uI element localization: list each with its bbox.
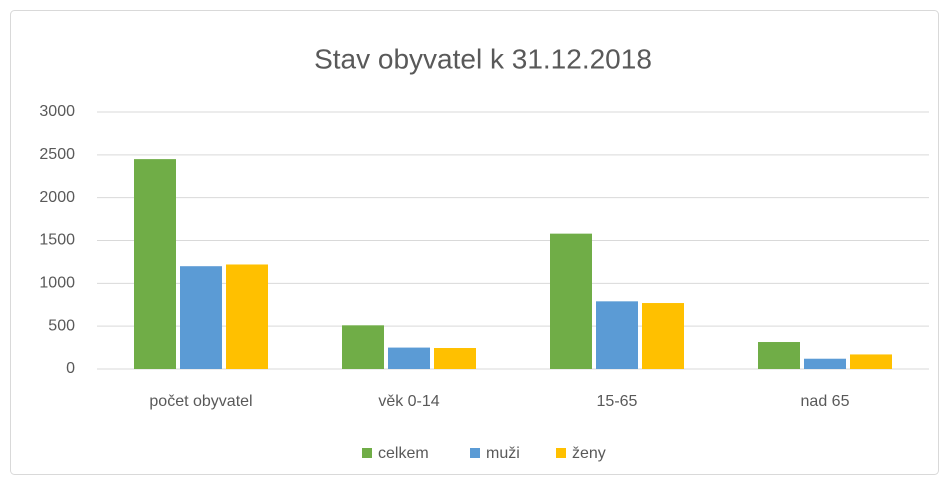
legend-label: muži	[486, 445, 520, 462]
bar	[642, 303, 684, 369]
bar	[434, 348, 476, 369]
y-tick-label: 2500	[39, 146, 75, 163]
chart-title: Stav obyvatel k 31.12.2018	[314, 43, 652, 74]
y-tick-label: 3000	[39, 103, 75, 120]
legend-label: ženy	[572, 445, 606, 462]
bar	[226, 264, 268, 369]
bar	[180, 266, 222, 369]
legend-swatch	[470, 448, 480, 458]
y-tick-label: 1500	[39, 232, 75, 249]
bar	[758, 342, 800, 369]
bar	[388, 347, 430, 369]
y-tick-label: 2000	[39, 189, 75, 206]
x-tick-label: věk 0-14	[378, 393, 439, 410]
legend-swatch	[556, 448, 566, 458]
legend-swatch	[362, 448, 372, 458]
y-tick-label: 1000	[39, 275, 75, 292]
bar	[342, 325, 384, 369]
bar	[596, 301, 638, 369]
bar	[804, 358, 846, 369]
bar	[134, 159, 176, 369]
x-tick-label: 15-65	[597, 393, 638, 410]
x-tick-label: nad 65	[801, 393, 850, 410]
bar	[550, 233, 592, 369]
x-tick-label: počet obyvatel	[149, 393, 252, 410]
legend-label: celkem	[378, 445, 429, 462]
y-tick-label: 0	[66, 360, 75, 377]
bar	[850, 354, 892, 369]
y-tick-label: 500	[48, 317, 75, 334]
